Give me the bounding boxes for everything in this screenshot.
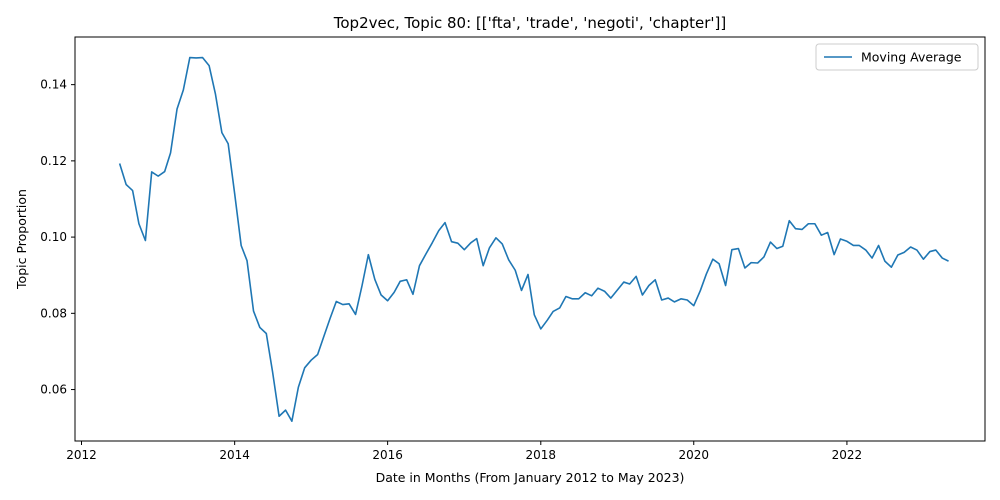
y-tick-label: 0.14: [40, 78, 67, 92]
x-tick-label: 2022: [832, 448, 863, 462]
x-axis-label: Date in Months (From January 2012 to May…: [376, 470, 685, 485]
legend-label-moving-average: Moving Average: [861, 50, 962, 65]
x-axis: 2012 2014 2016 2018 2020 2022: [66, 441, 862, 462]
legend-box: [815, 43, 979, 71]
plot-area: [75, 37, 985, 441]
x-tick-label: 2014: [219, 448, 250, 462]
series-line-moving-average: [118, 56, 949, 422]
y-axis: 0.06 0.08 0.10 0.12 0.14: [40, 78, 75, 397]
x-tick-label: 2020: [678, 448, 709, 462]
y-tick-label: 0.06: [40, 383, 67, 397]
y-tick-label: 0.12: [40, 154, 67, 168]
chart-title: Top2vec, Topic 80: [['fta', 'trade', 'ne…: [333, 14, 726, 32]
y-tick-label: 0.08: [40, 306, 67, 320]
y-tick-label: 0.10: [40, 230, 67, 244]
x-tick-label: 2018: [526, 448, 557, 462]
legend: Moving Average: [815, 43, 979, 71]
plot-frame: [74, 36, 986, 442]
x-tick-label: 2016: [372, 448, 403, 462]
y-axis-label: Topic Proportion: [14, 189, 29, 290]
x-tick-label: 2012: [66, 448, 97, 462]
